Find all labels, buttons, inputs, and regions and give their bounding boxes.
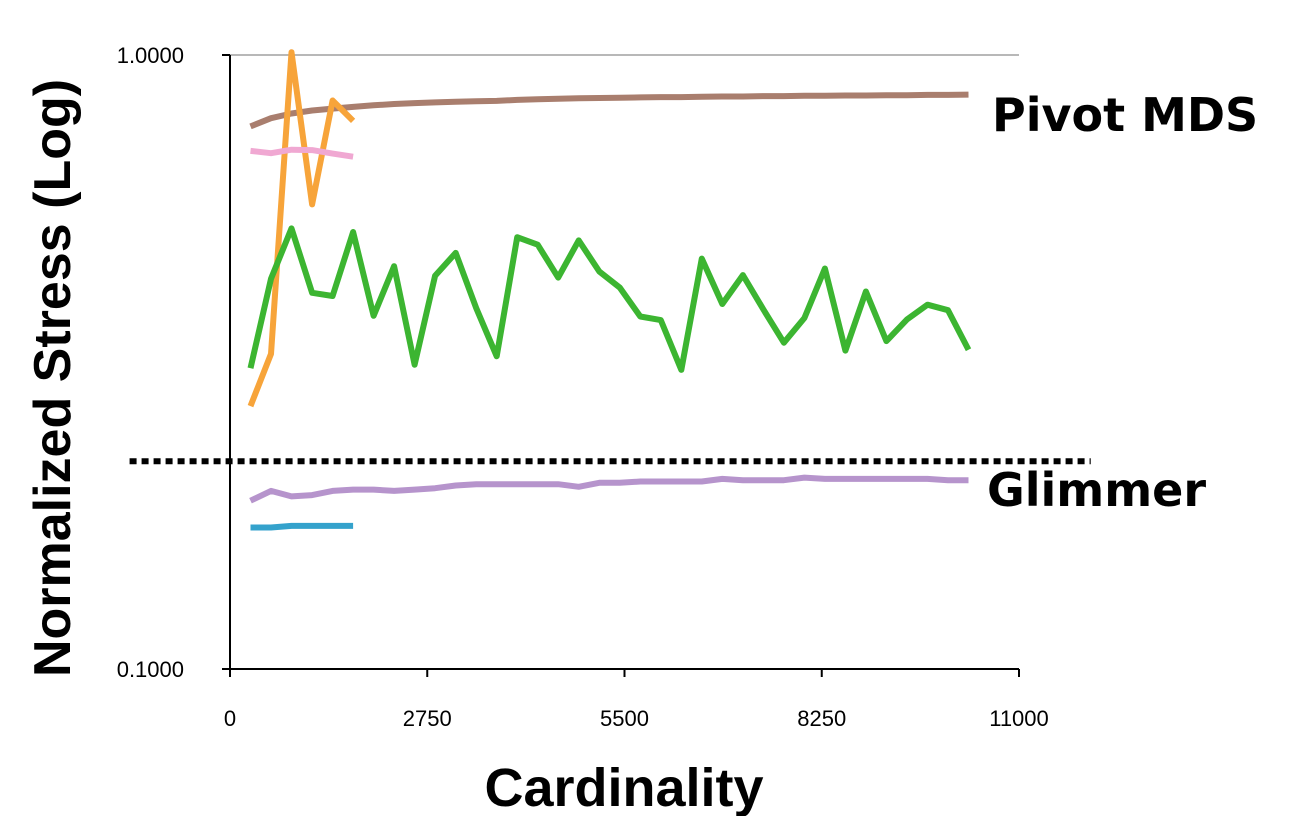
x-tick-label: 5500 — [600, 706, 649, 731]
x-tick-label: 11000 — [989, 706, 1049, 731]
series-line-5 — [249, 474, 969, 504]
series-line-1 — [249, 91, 969, 130]
x-tick-label: 0 — [224, 706, 236, 731]
x-tick-labels: 0 2750 5500 8250 11000 — [224, 706, 1049, 731]
annotation-pivot-mds: Pivot MDS — [992, 88, 1258, 142]
y-tick-label: 1.0000 — [117, 43, 184, 68]
x-axis-title: Cardinality — [484, 758, 763, 816]
series-line-2 — [247, 49, 356, 408]
series-lines — [247, 49, 972, 531]
series-line-6 — [250, 522, 354, 531]
series-line-4 — [247, 225, 972, 373]
axes — [222, 54, 1020, 677]
series-line-3 — [250, 146, 354, 160]
x-tick-label: 8250 — [797, 706, 846, 731]
y-tick-labels: 0.1000 1.0000 — [117, 43, 184, 682]
y-axis-title: Normalized Stress (Log) — [24, 79, 82, 677]
y-tick-label: 0.1000 — [117, 657, 184, 682]
annotation-glimmer: Glimmer — [987, 463, 1206, 517]
x-tick-label: 2750 — [403, 706, 452, 731]
